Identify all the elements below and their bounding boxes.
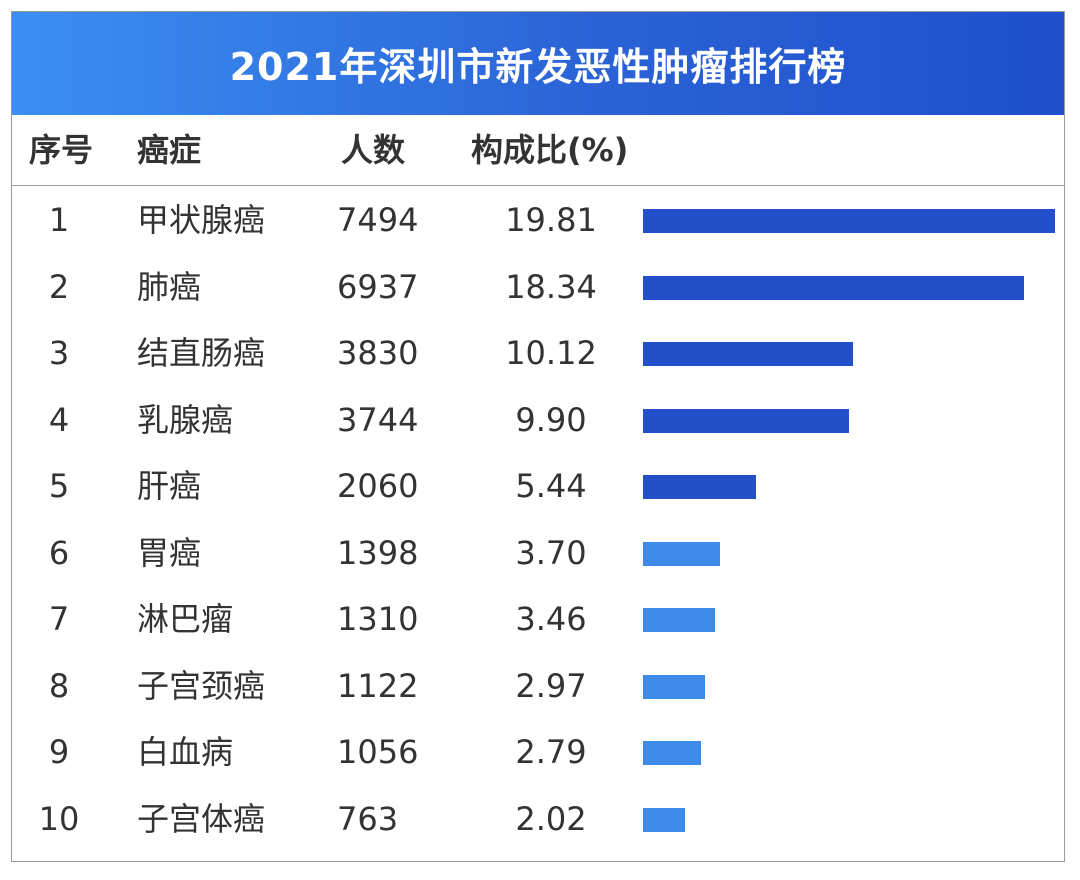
count-cell: 1310 — [337, 600, 419, 638]
rank-cell: 5 — [48, 467, 70, 505]
percentage-cell: 9.90 — [515, 400, 587, 439]
table-row: 8 子宫颈癌 1122 2.97 — [11, 653, 1065, 719]
percentage-bar — [643, 674, 705, 699]
cancer-name-cell: 甲状腺癌 — [137, 201, 266, 239]
count-cell: 3744 — [337, 400, 419, 439]
table-row: 6 胃癌 1398 3.70 — [11, 520, 1065, 586]
cancer-name-cell: 淋巴瘤 — [137, 600, 234, 638]
count-cell: 1056 — [337, 733, 419, 771]
count-cell: 1398 — [337, 533, 419, 572]
rank-cell: 4 — [48, 400, 70, 439]
cancer-name-cell: 白血病 — [137, 733, 234, 771]
cancer-name-cell: 胃癌 — [137, 533, 202, 572]
cancer-name-cell: 肝癌 — [137, 467, 202, 505]
count-cell: 1122 — [337, 666, 419, 705]
percentage-cell: 5.44 — [515, 467, 587, 505]
percentage-bar — [643, 741, 701, 765]
percentage-cell: 18.34 — [505, 267, 597, 306]
percentage-bar — [643, 209, 1055, 233]
table-frame — [11, 11, 1065, 862]
rank-cell: 2 — [48, 267, 70, 306]
percentage-cell: 19.81 — [505, 201, 597, 239]
percentage-bar — [643, 342, 853, 366]
count-cell: 6937 — [337, 267, 419, 306]
rank-cell: 3 — [48, 334, 70, 372]
percentage-cell: 2.79 — [515, 733, 587, 771]
percentage-bar — [643, 408, 849, 433]
count-cell: 3830 — [337, 334, 419, 372]
table-row: 7 淋巴瘤 1310 3.46 — [11, 586, 1065, 652]
cancer-name-cell: 子宫颈癌 — [137, 666, 266, 705]
header-cancer: 癌症 — [137, 131, 202, 169]
header-pct: 构成比(%) — [471, 131, 629, 169]
percentage-cell: 3.70 — [515, 533, 587, 572]
rank-cell: 9 — [48, 733, 70, 771]
rank-cell: 7 — [48, 600, 70, 638]
table-row: 3 结直肠癌 3830 10.12 — [11, 320, 1065, 386]
percentage-bar — [643, 275, 1024, 300]
percentage-bar — [643, 475, 756, 499]
rank-cell: 8 — [48, 666, 70, 705]
cancer-name-cell: 肺癌 — [137, 267, 202, 306]
percentage-cell: 2.97 — [515, 666, 587, 705]
rank-cell: 6 — [48, 533, 70, 572]
table-row: 10 子宫体癌 763 2.02 — [11, 786, 1065, 852]
percentage-bar — [643, 807, 685, 832]
chart-title: 2021年深圳市新发恶性肿瘤排行榜 — [229, 44, 847, 89]
rank-cell: 10 — [38, 799, 80, 838]
percentage-cell: 2.02 — [515, 799, 587, 838]
count-cell: 763 — [337, 799, 399, 838]
count-cell: 2060 — [337, 467, 419, 505]
percentage-bar — [643, 541, 720, 566]
table-row: 1 甲状腺癌 7494 19.81 — [11, 187, 1065, 253]
count-cell: 7494 — [337, 201, 419, 239]
percentage-cell: 3.46 — [515, 600, 587, 638]
table-row: 2 肺癌 6937 18.34 — [11, 254, 1065, 320]
table-header: 序号 癌症 人数 构成比(%) — [11, 115, 1065, 186]
table-row: 4 乳腺癌 3744 9.90 — [11, 387, 1065, 453]
table-row: 5 肝癌 2060 5.44 — [11, 453, 1065, 519]
percentage-bar — [643, 608, 715, 632]
cancer-name-cell: 子宫体癌 — [137, 799, 266, 838]
table-row: 9 白血病 1056 2.79 — [11, 719, 1065, 785]
rank-cell: 1 — [48, 201, 70, 239]
header-rank: 序号 — [29, 131, 94, 169]
cancer-name-cell: 结直肠癌 — [137, 334, 266, 372]
cancer-name-cell: 乳腺癌 — [137, 400, 234, 439]
percentage-cell: 10.12 — [505, 334, 597, 372]
header-count: 人数 — [341, 131, 406, 169]
title-bar: 2021年深圳市新发恶性肿瘤排行榜 — [11, 11, 1065, 115]
